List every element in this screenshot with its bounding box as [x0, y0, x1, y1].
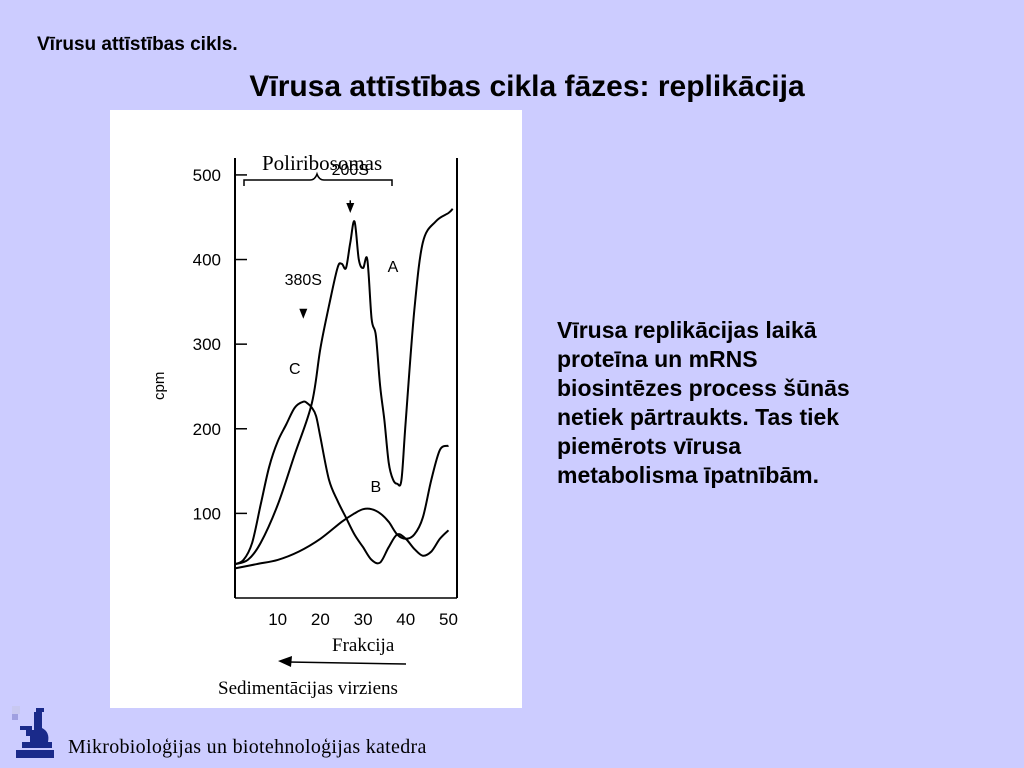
curve-label-b: B: [371, 479, 382, 496]
series-line-c: [234, 400, 450, 566]
direction-arrow-line: [287, 661, 407, 665]
series-line-b: [234, 444, 449, 570]
y-tick-label: 300: [193, 335, 221, 354]
microscope-icon: [12, 706, 54, 758]
x-tick-label: 10: [268, 610, 287, 629]
x-tick-label: 40: [396, 610, 415, 629]
x-axis-label: Frakcija: [332, 635, 395, 656]
x-tick-label: 30: [354, 610, 373, 629]
annotation-label: 380S: [285, 272, 322, 289]
breadcrumb: Vīrusu attīstības cikls.: [37, 34, 238, 55]
body-line: proteīna un mRNS: [557, 346, 758, 372]
x-tick-label: 20: [311, 610, 330, 629]
figure-panel: Poliribosomas cpm Frakcija Sedimentācija…: [110, 110, 522, 708]
direction-label: Sedimentācijas virziens: [218, 678, 398, 699]
poliribosomas-bracket: [243, 171, 393, 186]
y-tick-label: 400: [193, 251, 221, 270]
slide-title: Vīrusa attīstības cikla fāzes: replikāci…: [249, 70, 805, 103]
body-line: Vīrusa replikācijas laikā: [557, 317, 817, 343]
direction-arrowhead: [278, 656, 292, 667]
curve-label-c: C: [289, 361, 301, 378]
annotation-label: 200S: [332, 162, 369, 179]
annotation-arrowhead: [299, 308, 308, 319]
bracket-label: Poliribosomas: [262, 151, 382, 175]
y-tick-label: 100: [193, 504, 221, 523]
y-tick-label: 200: [193, 420, 221, 439]
y-axis-label: cpm: [151, 372, 168, 400]
body-text: Vīrusa replikācijas laikā proteīna un mR…: [557, 316, 977, 490]
footer: Mikrobioloģijas un biotehnoloģijas kated…: [0, 700, 1024, 768]
annotation-arrowhead: [346, 203, 355, 213]
y-tick-label: 500: [193, 166, 221, 185]
body-line: metabolisma īpatnībām.: [557, 462, 820, 488]
footer-department: Mikrobioloģijas un biotehnoloģijas kated…: [68, 736, 427, 758]
curve-label-a: A: [388, 259, 399, 276]
body-line: biosintēzes process šūnās: [557, 375, 850, 401]
body-line: netiek pārtraukts. Tas tiek: [557, 404, 840, 430]
body-line: piemērots vīrusa: [557, 433, 742, 459]
x-tick-label: 50: [439, 610, 458, 629]
series-line-a: [234, 208, 454, 566]
sedimentation-chart: Poliribosomas cpm Frakcija Sedimentācija…: [151, 151, 458, 699]
